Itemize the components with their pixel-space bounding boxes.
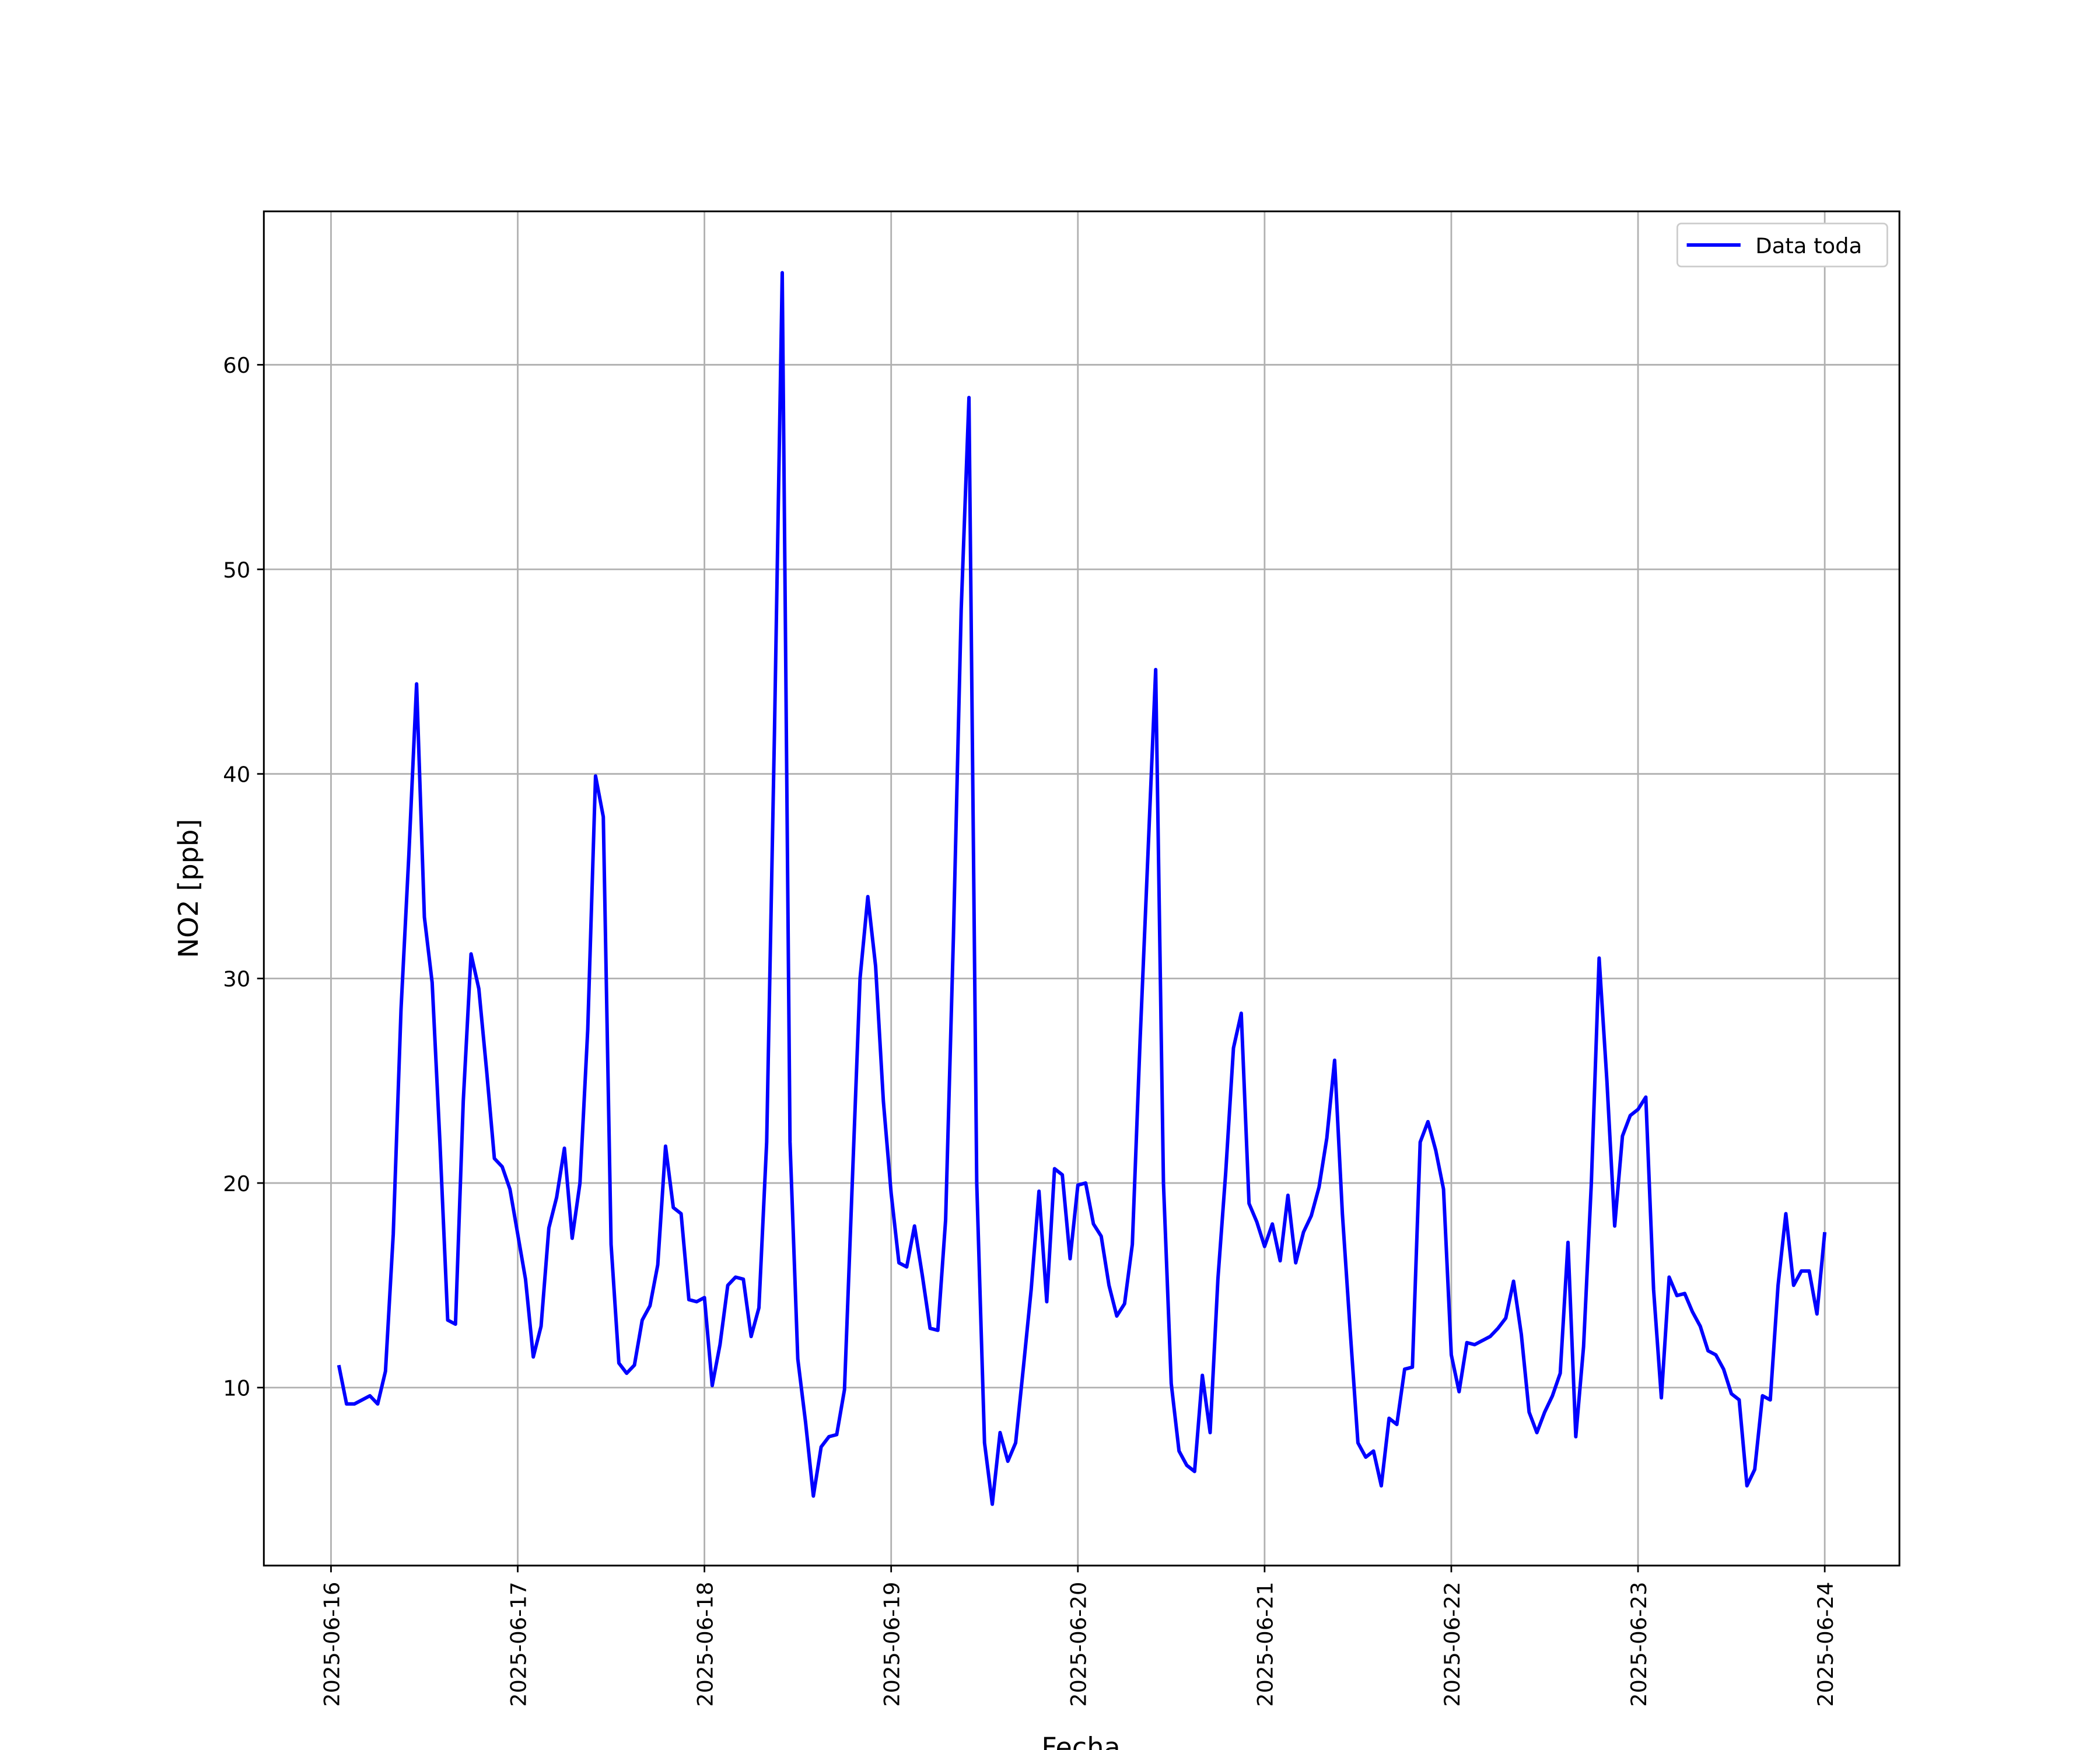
x-tick-label: 2025-06-17 [506,1582,531,1707]
y-axis-label: NO2 [ppb] [173,819,204,958]
y-tick-label: 40 [223,762,250,788]
x-axis-label: Fecha [1041,1732,1120,1750]
x-tick-label: 2025-06-18 [692,1582,718,1707]
y-tick-label: 20 [223,1171,250,1196]
x-tick-label: 2025-06-24 [1813,1582,1838,1707]
data-line [337,271,1827,1506]
y-tick-label: 50 [223,558,250,583]
x-tick-label: 2025-06-21 [1253,1582,1278,1707]
x-tick-label: 2025-06-22 [1440,1582,1465,1707]
x-tick-label: 2025-06-19 [880,1582,905,1707]
x-tick-label: 2025-06-20 [1066,1582,1091,1707]
x-tick-label: 2025-06-23 [1626,1582,1651,1707]
plot-frame [262,210,1901,1567]
legend-box [1676,222,1888,268]
legend-label: Data toda [1755,233,1862,258]
y-tick-label: 10 [223,1376,250,1401]
y-tick-label: 60 [223,353,250,378]
x-tick-label: 2025-06-16 [319,1582,344,1707]
y-tick-label: 30 [223,967,250,992]
